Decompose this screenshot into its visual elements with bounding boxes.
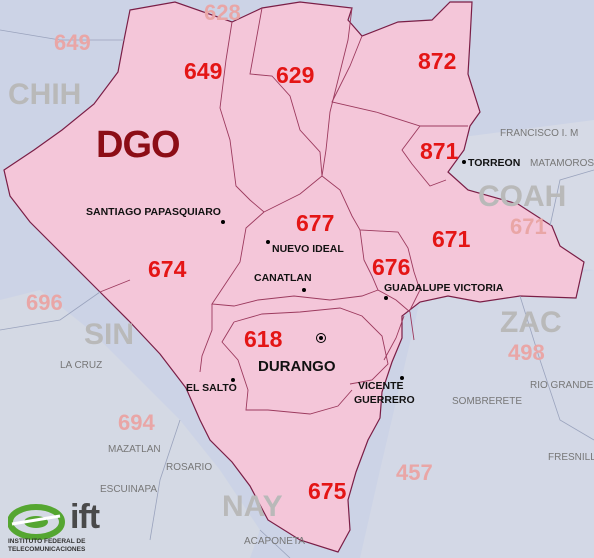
area-boundaries bbox=[99, 7, 468, 415]
neighbor-city-matamoros: MATAMOROS bbox=[530, 158, 594, 169]
neighbor-code-696: 696 bbox=[26, 290, 63, 315]
city-dot-canatlan bbox=[302, 288, 306, 292]
neighbor-code-628: 628 bbox=[204, 0, 241, 25]
neighbor-code-694: 694 bbox=[118, 410, 155, 435]
ift-logo-line2: TELECOMUNICACIONES bbox=[8, 546, 86, 553]
area-code-618: 618 bbox=[244, 326, 283, 352]
city-dot-guadalupe bbox=[384, 296, 388, 300]
city-el-salto: EL SALTO bbox=[186, 382, 237, 394]
neighbor-city-sombrerete: SOMBRERETE bbox=[452, 396, 523, 407]
city-dot-santiago bbox=[221, 220, 225, 224]
city-canatlan: CANATLAN bbox=[254, 272, 312, 284]
state-label-coah: COAH bbox=[478, 180, 567, 213]
neighbor-code-457: 457 bbox=[396, 460, 433, 485]
city-dot-torreon bbox=[462, 160, 466, 164]
state-label-nay: NAY bbox=[222, 490, 283, 523]
area-code-675: 675 bbox=[308, 478, 347, 504]
area-code-871: 871 bbox=[420, 138, 459, 164]
city-guadalupe-victoria: GUADALUPE VICTORIA bbox=[384, 282, 504, 294]
city-dot-nuevo-ideal bbox=[266, 240, 270, 244]
durango-state bbox=[3, 1, 585, 553]
area-code-674: 674 bbox=[148, 256, 187, 282]
state-label-dgo: DGO bbox=[96, 124, 181, 166]
city-vicente: VICENTE bbox=[358, 380, 404, 392]
city-santiago-papasquiaro: SANTIAGO PAPASQUIARO bbox=[86, 206, 221, 218]
area-code-629: 629 bbox=[276, 62, 315, 88]
capital-dot bbox=[319, 336, 323, 340]
area-code-671: 671 bbox=[432, 226, 471, 252]
neighbor-city-mazatlan: MAZATLAN bbox=[108, 444, 161, 455]
capital-marker-icon bbox=[316, 333, 326, 343]
area-code-649: 649 bbox=[184, 58, 223, 84]
neighbor-city-acaponeta: ACAPONETA bbox=[244, 536, 305, 547]
neighbor-city-rosario: ROSARIO bbox=[166, 462, 213, 473]
city-dot-vicente-guerrero bbox=[400, 376, 404, 380]
city-dot-el-salto bbox=[231, 378, 235, 382]
area-code-676: 676 bbox=[372, 254, 411, 280]
zacatecas-land bbox=[360, 270, 594, 558]
state-label-zac: ZAC bbox=[500, 306, 562, 339]
sinaloa-land bbox=[0, 290, 260, 558]
ift-logo-name: ift bbox=[70, 498, 100, 536]
neighbor-city-francisco: FRANCISCO I. M bbox=[500, 128, 579, 139]
neighbor-code-498: 498 bbox=[508, 340, 545, 365]
area-code-677: 677 bbox=[296, 210, 335, 236]
neighbor-city-rio-grande: RIO GRANDE bbox=[530, 380, 594, 391]
neighbor-code-649: 649 bbox=[54, 30, 91, 55]
city-guerrero: GUERRERO bbox=[354, 394, 415, 406]
city-torreon: TORREON bbox=[468, 157, 521, 169]
city-nuevo-ideal: NUEVO IDEAL bbox=[272, 243, 344, 255]
neighbor-code-671: 671 bbox=[510, 214, 547, 239]
neighbor-city-la-cruz: LA CRUZ bbox=[60, 360, 103, 371]
state-label-chih: CHIH bbox=[8, 78, 82, 111]
city-durango: DURANGO bbox=[258, 358, 336, 375]
neighbor-borders bbox=[0, 29, 594, 558]
neighbor-city-escuinapa: ESCUINAPA bbox=[100, 484, 158, 495]
ift-logo-icon bbox=[8, 504, 65, 540]
neighbor-city-fresnillo: FRESNILLO bbox=[548, 452, 594, 463]
state-label-sin: SIN bbox=[84, 318, 135, 351]
area-code-872: 872 bbox=[418, 48, 457, 74]
ift-logo: ift INSTITUTO FEDERAL DE TELECOMUNICACIO… bbox=[8, 498, 148, 554]
ift-logo-line1: INSTITUTO FEDERAL DE bbox=[8, 538, 86, 545]
